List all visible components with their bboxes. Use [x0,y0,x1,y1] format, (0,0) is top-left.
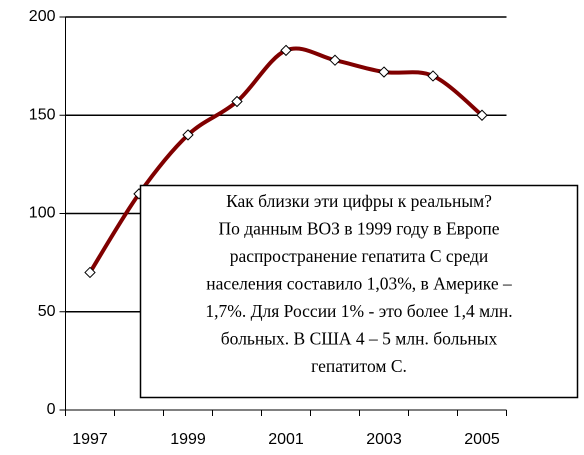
marker [182,129,194,141]
marker [476,109,488,121]
marker [329,54,341,66]
y-tick-label: 50 [38,303,56,320]
marker [378,66,390,78]
y-tick-label: 100 [29,205,56,222]
y-tick-label: 0 [47,401,56,418]
annotation-box [139,184,579,399]
marker [84,266,96,279]
annotation-line: гепатитом С. [311,356,407,376]
x-tick-label: 2003 [366,431,402,448]
annotation-line: населения составило 1,03%, в Америке – [206,274,512,294]
x-tick-label: 2005 [464,431,500,448]
annotation-line: больных. В США 4 – 5 млн. больных [221,329,498,349]
marker [231,95,243,108]
annotation-line: 1,7%. Для России 1% - это более 1,4 млн. [205,301,512,321]
x-tick-label: 1997 [72,431,108,448]
annotation-line: Как близки эти цифры к реальным? [226,191,492,211]
y-tick-label: 150 [29,106,56,123]
marker [427,70,439,82]
annotation-line: распространение гепатита С среди [230,246,489,266]
annotation-line: По данным ВОЗ в 1999 году в Европе [218,219,499,239]
y-tick-label: 200 [29,8,56,25]
marker [280,44,292,57]
x-tick-label: 2001 [268,431,304,448]
x-tick-label: 1999 [170,431,206,448]
